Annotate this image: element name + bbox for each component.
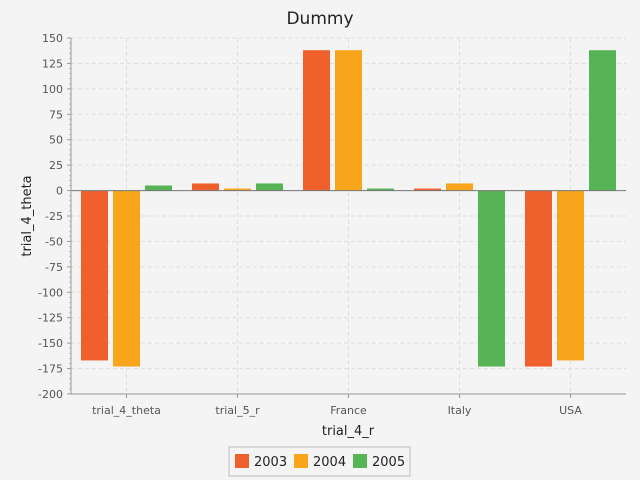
bar-2005-trial_4_theta [145,185,172,191]
legend-label-2003: 2003 [254,455,287,470]
y-tick-label: 75 [49,108,63,121]
y-axis-title: trial_4_theta [20,175,35,256]
bar-2003-Italy [414,188,441,191]
bar-2004-trial_4_theta [113,190,140,367]
legend-box [228,446,411,477]
y-tick-label: -200 [38,388,63,401]
y-tick-label: -25 [45,210,63,223]
legend-swatch-2003 [235,454,249,468]
x-tick-label: trial_5_r [215,404,260,417]
bar-2003-trial_4_theta [81,190,108,361]
y-tick-label: -125 [38,312,63,325]
x-tick-label: Italy [448,404,472,417]
y-tick-label: -175 [38,363,63,376]
y-tick-label: -50 [45,235,63,248]
legend-label-2004: 2004 [313,455,346,470]
bar-2004-USA [557,190,584,361]
bar-2003-USA [525,190,552,367]
legend-swatch-2005 [353,454,367,468]
axes: 150 125 100 75 50 25 0 -25 -50 -75 -100 -125 -150 -17… [38,32,626,417]
x-tick-label: USA [559,404,582,417]
x-tick-label: France [330,404,367,417]
bar-2005-France [367,188,394,191]
bar-2005-USA [589,50,616,191]
bar-2005-Italy [478,190,505,367]
y-tick-label: 0 [56,185,63,198]
bar-2004-Italy [446,183,473,191]
y-tick-label: 100 [42,83,63,96]
bars [81,50,616,367]
y-tick-label: -100 [38,286,63,299]
y-tick-label: 50 [49,134,63,147]
bar-2004-trial_5_r [224,188,251,191]
legend-swatch-2004 [294,454,308,468]
y-tick-label: 150 [42,32,63,45]
x-tick-label: trial_4_theta [92,404,161,417]
y-tick-label: -75 [45,261,63,274]
y-tick-label: 125 [42,57,63,70]
chart-title: Dummy [286,9,353,29]
legend-label-2005: 2005 [372,455,405,470]
y-tick-label: 25 [49,159,63,172]
bar-2003-France [303,50,330,191]
y-tick-label: -150 [38,337,63,350]
bar-2003-trial_5_r [192,183,219,191]
x-axis-title: trial_4_r [322,424,375,439]
legend: 2003 2004 2005 [228,446,411,477]
bar-2004-France [335,50,362,191]
bar-2005-trial_5_r [256,183,283,191]
